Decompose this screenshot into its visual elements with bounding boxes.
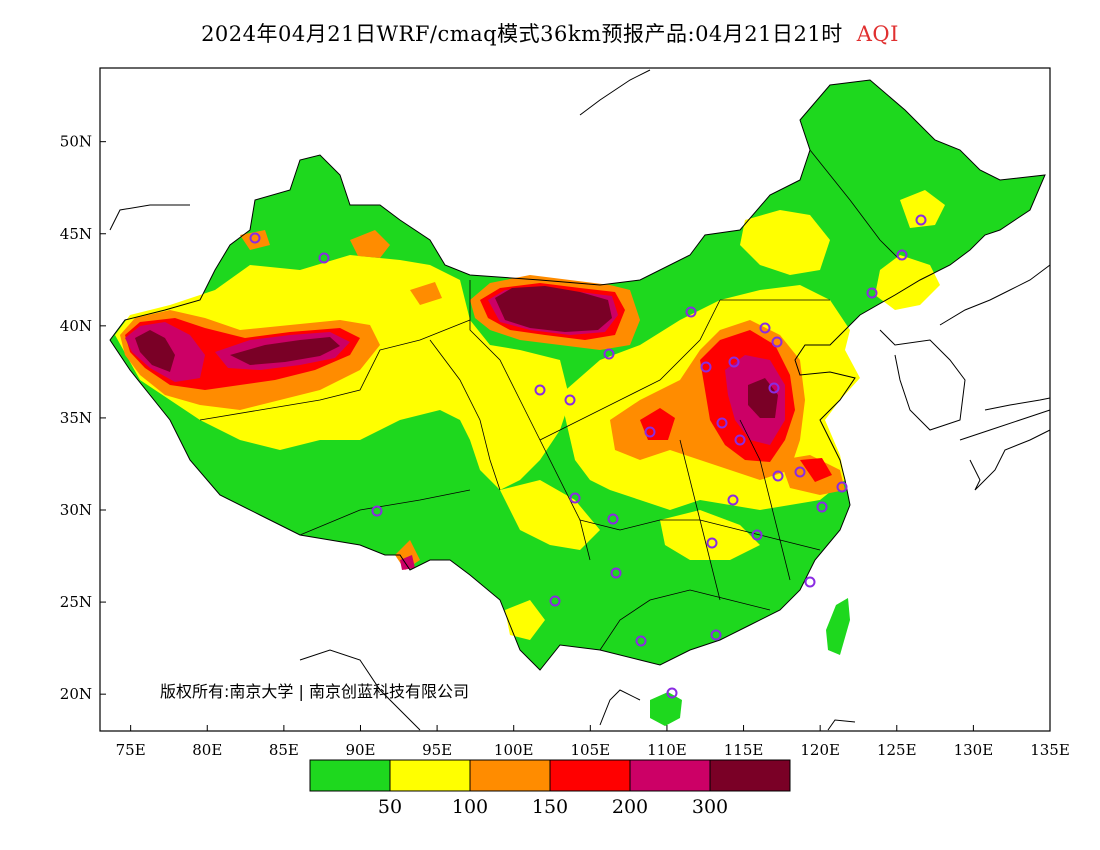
map-frame	[99, 67, 1051, 732]
station-marker	[915, 214, 927, 226]
y-axis: 50N 45N 40N 35N 30N 25N 20N	[60, 133, 106, 703]
station-marker	[866, 287, 878, 299]
legend-swatch	[309, 759, 391, 792]
station-marker	[759, 322, 771, 334]
title-main: 2024年04月21日WRF/cmaq模式36km预报产品:04月21日21时	[201, 22, 843, 46]
station-marker	[771, 336, 783, 348]
map-title: 2024年04月21日WRF/cmaq模式36km预报产品:04月21日21时 A…	[0, 18, 1100, 48]
legend-label: 150	[532, 796, 568, 818]
y-tick-label: 35N	[60, 409, 92, 427]
color-legend: 50 100 150 200 300	[309, 759, 791, 818]
station-marker	[644, 426, 656, 438]
taiwan	[826, 598, 850, 655]
station-marker	[734, 434, 746, 446]
y-tick-label: 40N	[60, 317, 92, 335]
legend-label: 200	[612, 796, 648, 818]
station-marker	[249, 232, 261, 244]
station-marker	[816, 501, 828, 513]
y-tick-label: 20N	[60, 685, 92, 703]
station-marker	[549, 595, 561, 607]
x-tick-label: 95E	[422, 741, 452, 759]
legend-swatch	[629, 759, 711, 792]
x-tick-label: 125E	[877, 741, 917, 759]
station-marker	[534, 384, 546, 396]
station-marker	[794, 466, 806, 478]
x-tick-label: 75E	[116, 741, 146, 759]
x-tick-label: 135E	[1030, 741, 1070, 759]
station-marker	[700, 361, 712, 373]
station-marker	[772, 470, 784, 482]
station-marker	[710, 629, 722, 641]
legend-swatch	[549, 759, 631, 792]
copyright-text: 版权所有:南京大学 | 南京创蓝科技有限公司	[160, 682, 469, 701]
legend-swatch	[389, 759, 471, 792]
station-markers	[249, 214, 927, 699]
x-tick-label: 85E	[269, 741, 299, 759]
region-hazardous	[135, 286, 778, 418]
legend-label: 300	[692, 796, 728, 818]
station-marker	[318, 252, 330, 264]
station-marker	[685, 306, 697, 318]
title-variable: AQI	[856, 22, 899, 46]
legend-label: 50	[378, 796, 402, 818]
legend-swatch	[469, 759, 551, 792]
x-tick-label: 105E	[571, 741, 611, 759]
station-marker	[768, 382, 780, 394]
station-marker	[836, 481, 848, 493]
china-landmass	[109, 79, 1046, 726]
x-tick-label: 130E	[954, 741, 994, 759]
x-tick-label: 120E	[800, 741, 840, 759]
station-marker	[706, 537, 718, 549]
station-marker	[716, 417, 728, 429]
station-marker	[728, 356, 740, 368]
y-tick-label: 30N	[60, 501, 92, 519]
y-tick-label: 50N	[60, 133, 92, 151]
station-marker	[635, 635, 647, 647]
station-marker	[666, 687, 678, 699]
x-axis: 75E 80E 85E 90E 95E 100E 105E 110E 115E 120E 125E 1…	[116, 725, 1070, 759]
station-marker	[751, 529, 763, 541]
station-marker	[727, 494, 739, 506]
station-marker	[564, 394, 576, 406]
x-tick-label: 80E	[192, 741, 222, 759]
coastlines	[109, 69, 1051, 731]
station-marker	[569, 492, 581, 504]
x-tick-label: 110E	[647, 741, 687, 759]
station-marker	[371, 505, 383, 517]
province-borders	[199, 149, 901, 651]
x-tick-label: 100E	[494, 741, 534, 759]
station-marker	[603, 348, 615, 360]
x-tick-label: 115E	[724, 741, 764, 759]
legend-swatch	[709, 759, 791, 792]
station-marker	[804, 576, 816, 588]
china-border	[109, 79, 1046, 671]
station-marker	[607, 513, 619, 525]
hainan	[650, 692, 682, 726]
station-marker	[896, 249, 908, 261]
legend-label: 100	[452, 796, 488, 818]
station-marker	[610, 567, 622, 579]
y-tick-label: 45N	[60, 225, 92, 243]
y-tick-label: 25N	[60, 593, 92, 611]
x-tick-label: 90E	[345, 741, 375, 759]
